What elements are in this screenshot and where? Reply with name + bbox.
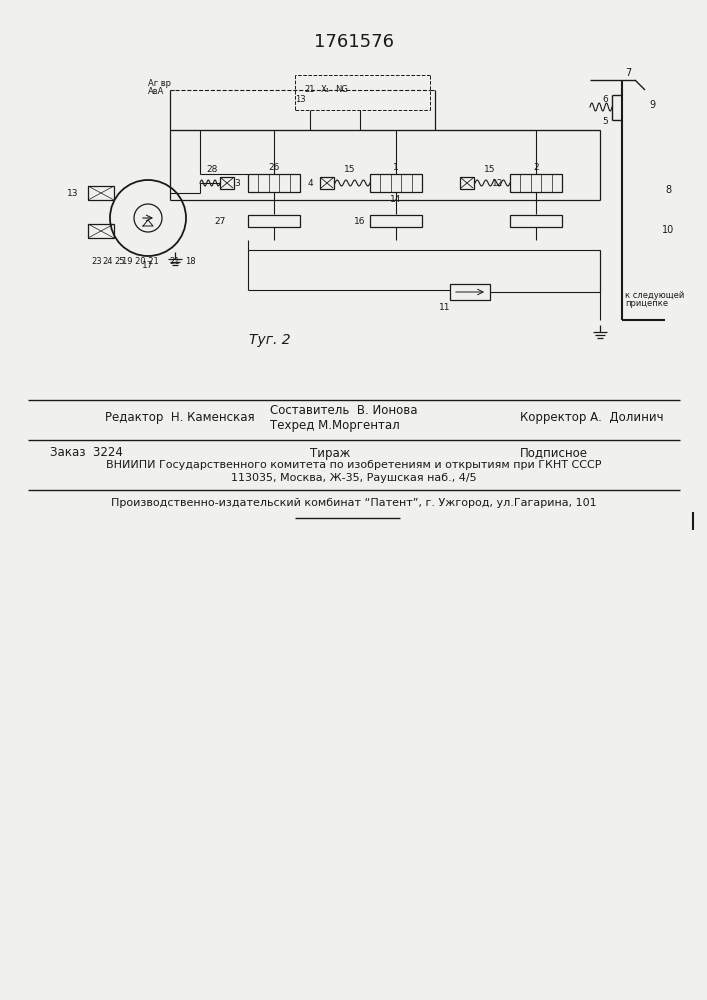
- Text: 4: 4: [308, 178, 314, 188]
- Text: Составитель  В. Ионова: Составитель В. Ионова: [270, 403, 418, 416]
- Text: 23: 23: [92, 257, 103, 266]
- Text: 24: 24: [103, 257, 113, 266]
- Text: к следующей: к следующей: [625, 290, 684, 300]
- Text: 12: 12: [491, 178, 503, 188]
- Bar: [370, 174, 422, 192]
- Text: X₁: X₁: [320, 86, 329, 95]
- Text: 1: 1: [393, 162, 399, 172]
- Text: 5: 5: [602, 117, 608, 126]
- Text: 28: 28: [206, 164, 218, 174]
- Text: 18: 18: [185, 257, 195, 266]
- Text: 3: 3: [234, 178, 240, 188]
- Text: ВНИИПИ Государственного комитета по изобретениям и открытиям при ГКНТ СССР: ВНИИПИ Государственного комитета по изоб…: [106, 460, 602, 470]
- Text: Заказ  3224: Заказ 3224: [50, 446, 123, 460]
- Text: 13: 13: [66, 188, 78, 198]
- Text: 113035, Москва, Ж-35, Раушская наб., 4/5: 113035, Москва, Ж-35, Раушская наб., 4/5: [231, 473, 477, 483]
- Text: Аг вр: Аг вр: [148, 80, 171, 89]
- Text: 27: 27: [214, 217, 226, 226]
- Bar: [320, 177, 334, 189]
- Text: 25: 25: [115, 257, 125, 266]
- Text: 1761576: 1761576: [314, 33, 394, 51]
- Text: 7: 7: [625, 68, 631, 78]
- Text: 21: 21: [305, 86, 315, 95]
- Text: 8: 8: [665, 185, 671, 195]
- Bar: [450, 284, 490, 300]
- Text: 16: 16: [354, 217, 365, 226]
- Bar: [220, 177, 234, 189]
- Text: 26: 26: [269, 162, 280, 172]
- Text: NG: NG: [336, 86, 349, 95]
- Text: 13: 13: [295, 96, 305, 104]
- Text: 14: 14: [390, 194, 402, 204]
- Bar: [460, 177, 474, 189]
- Text: прицепке: прицепке: [625, 298, 668, 308]
- Text: АвА: АвА: [148, 88, 164, 97]
- Text: 11: 11: [439, 304, 451, 312]
- Bar: [370, 215, 422, 227]
- Bar: [248, 215, 300, 227]
- Text: 15: 15: [484, 164, 496, 174]
- Text: Подписное: Подписное: [520, 446, 588, 460]
- Text: Τуг. 2: Τуг. 2: [249, 333, 291, 347]
- Text: 21: 21: [170, 257, 180, 266]
- Bar: [248, 174, 300, 192]
- Text: 19 20 21: 19 20 21: [122, 257, 158, 266]
- Text: Корректор А.  Долинич: Корректор А. Долинич: [520, 412, 664, 424]
- Text: 9: 9: [649, 100, 655, 110]
- Bar: [88, 186, 114, 200]
- Text: 15: 15: [344, 164, 356, 174]
- Text: Тираж: Тираж: [310, 446, 351, 460]
- Text: Производственно-издательский комбинат “Патент”, г. Ужгород, ул.Гагарина, 101: Производственно-издательский комбинат “П…: [111, 498, 597, 508]
- Text: 17: 17: [142, 260, 153, 269]
- Text: 2: 2: [533, 162, 539, 172]
- Text: Редактор  Н. Каменская: Редактор Н. Каменская: [105, 412, 255, 424]
- Bar: [510, 215, 562, 227]
- Text: Техред М.Моргентал: Техред М.Моргентал: [270, 420, 399, 432]
- Text: 6: 6: [602, 96, 608, 104]
- Bar: [88, 224, 114, 238]
- Bar: [510, 174, 562, 192]
- Text: 10: 10: [662, 225, 674, 235]
